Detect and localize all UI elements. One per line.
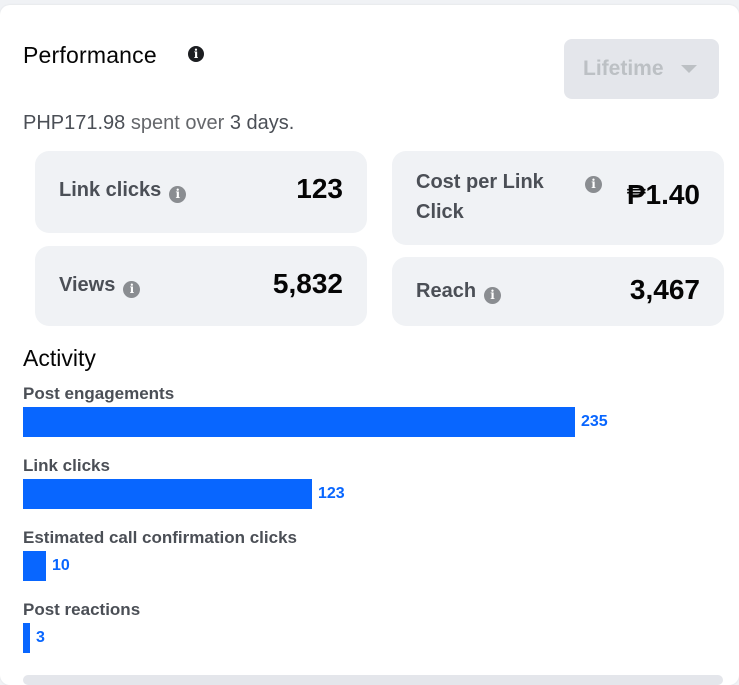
performance-card: Performance i Lifetime PHP171.98 spent o…	[0, 5, 739, 685]
activity-bar	[23, 407, 575, 437]
activity-value: 123	[318, 485, 345, 502]
next-section-edge	[23, 675, 723, 685]
spend-days-count: 3	[229, 112, 241, 134]
chevron-down-icon	[681, 65, 697, 73]
metric-value: 3,467	[629, 274, 700, 305]
metric-value: 5,832	[272, 268, 343, 299]
activity-label: Post engagements	[23, 384, 175, 403]
metric-link-clicks: Link clicks i 123	[35, 151, 367, 233]
info-icon[interactable]: i	[123, 281, 141, 298]
info-icon[interactable]: i	[585, 176, 602, 193]
metric-views: Views i 5,832	[35, 246, 367, 326]
metric-cost-per-link-click: Cost per Link Click i ₱1.40	[392, 151, 724, 245]
page-title: Performance	[23, 42, 157, 68]
date-range-dropdown[interactable]: Lifetime	[564, 39, 719, 99]
spend-summary: PHP171.98 spent over 3 days.	[23, 112, 294, 135]
metric-value: 123	[296, 173, 343, 204]
spend-days-word: days.	[240, 112, 295, 134]
metric-label: Reach	[416, 280, 477, 302]
metric-label: Cost per Link	[416, 171, 544, 193]
info-icon[interactable]: i	[188, 46, 204, 62]
dropdown-label: Lifetime	[583, 57, 664, 80]
activity-value: 10	[52, 557, 70, 574]
activity-bar	[23, 551, 46, 581]
info-icon[interactable]: i	[169, 186, 187, 203]
metric-label: Views	[59, 274, 116, 296]
activity-title: Activity	[23, 345, 96, 371]
activity-value: 3	[36, 629, 45, 646]
activity-label: Link clicks	[23, 456, 110, 475]
activity-label: Post reactions	[23, 600, 141, 619]
metric-label-line2: Click	[416, 201, 464, 223]
metric-reach: Reach i 3,467	[392, 257, 724, 326]
metric-value: ₱1.40	[626, 179, 700, 210]
spend-middle: spent over	[125, 112, 230, 134]
spend-amount: PHP171.98	[23, 112, 126, 134]
activity-bar	[23, 479, 312, 509]
info-icon[interactable]: i	[484, 287, 502, 304]
activity-label: Estimated call confirmation clicks	[23, 528, 297, 547]
activity-bar	[23, 623, 30, 653]
activity-value: 235	[581, 413, 608, 430]
metric-label: Link clicks	[59, 179, 162, 201]
